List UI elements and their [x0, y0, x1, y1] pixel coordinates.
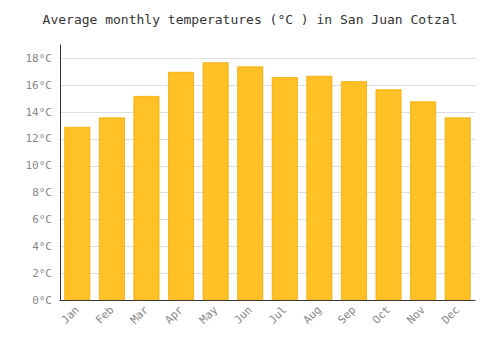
svg-text:Nov: Nov [404, 303, 427, 326]
svg-text:10°C: 10°C [26, 159, 53, 172]
svg-text:May: May [197, 303, 220, 326]
svg-text:18°C: 18°C [26, 52, 53, 65]
svg-text:Sep: Sep [335, 303, 358, 326]
svg-text:Jun: Jun [232, 303, 255, 326]
svg-text:Oct: Oct [370, 303, 393, 326]
svg-text:8°C: 8°C [32, 186, 52, 199]
svg-text:4°C: 4°C [32, 240, 52, 253]
svg-text:2°C: 2°C [32, 267, 52, 280]
svg-text:Aug: Aug [301, 303, 324, 326]
svg-text:Jul: Jul [266, 303, 289, 326]
svg-text:14°C: 14°C [26, 106, 53, 119]
svg-text:16°C: 16°C [26, 79, 53, 92]
svg-text:Dec: Dec [439, 303, 462, 326]
svg-text:Mar: Mar [128, 303, 151, 326]
svg-text:0°C: 0°C [32, 294, 52, 307]
svg-text:Apr: Apr [162, 303, 185, 326]
svg-text:6°C: 6°C [32, 213, 52, 226]
svg-text:Jan: Jan [59, 303, 82, 326]
svg-text:Average monthly temperatures (: Average monthly temperatures (°C ) in Sa… [43, 12, 458, 27]
svg-text:Feb: Feb [93, 303, 116, 326]
svg-text:12°C: 12°C [26, 132, 53, 145]
